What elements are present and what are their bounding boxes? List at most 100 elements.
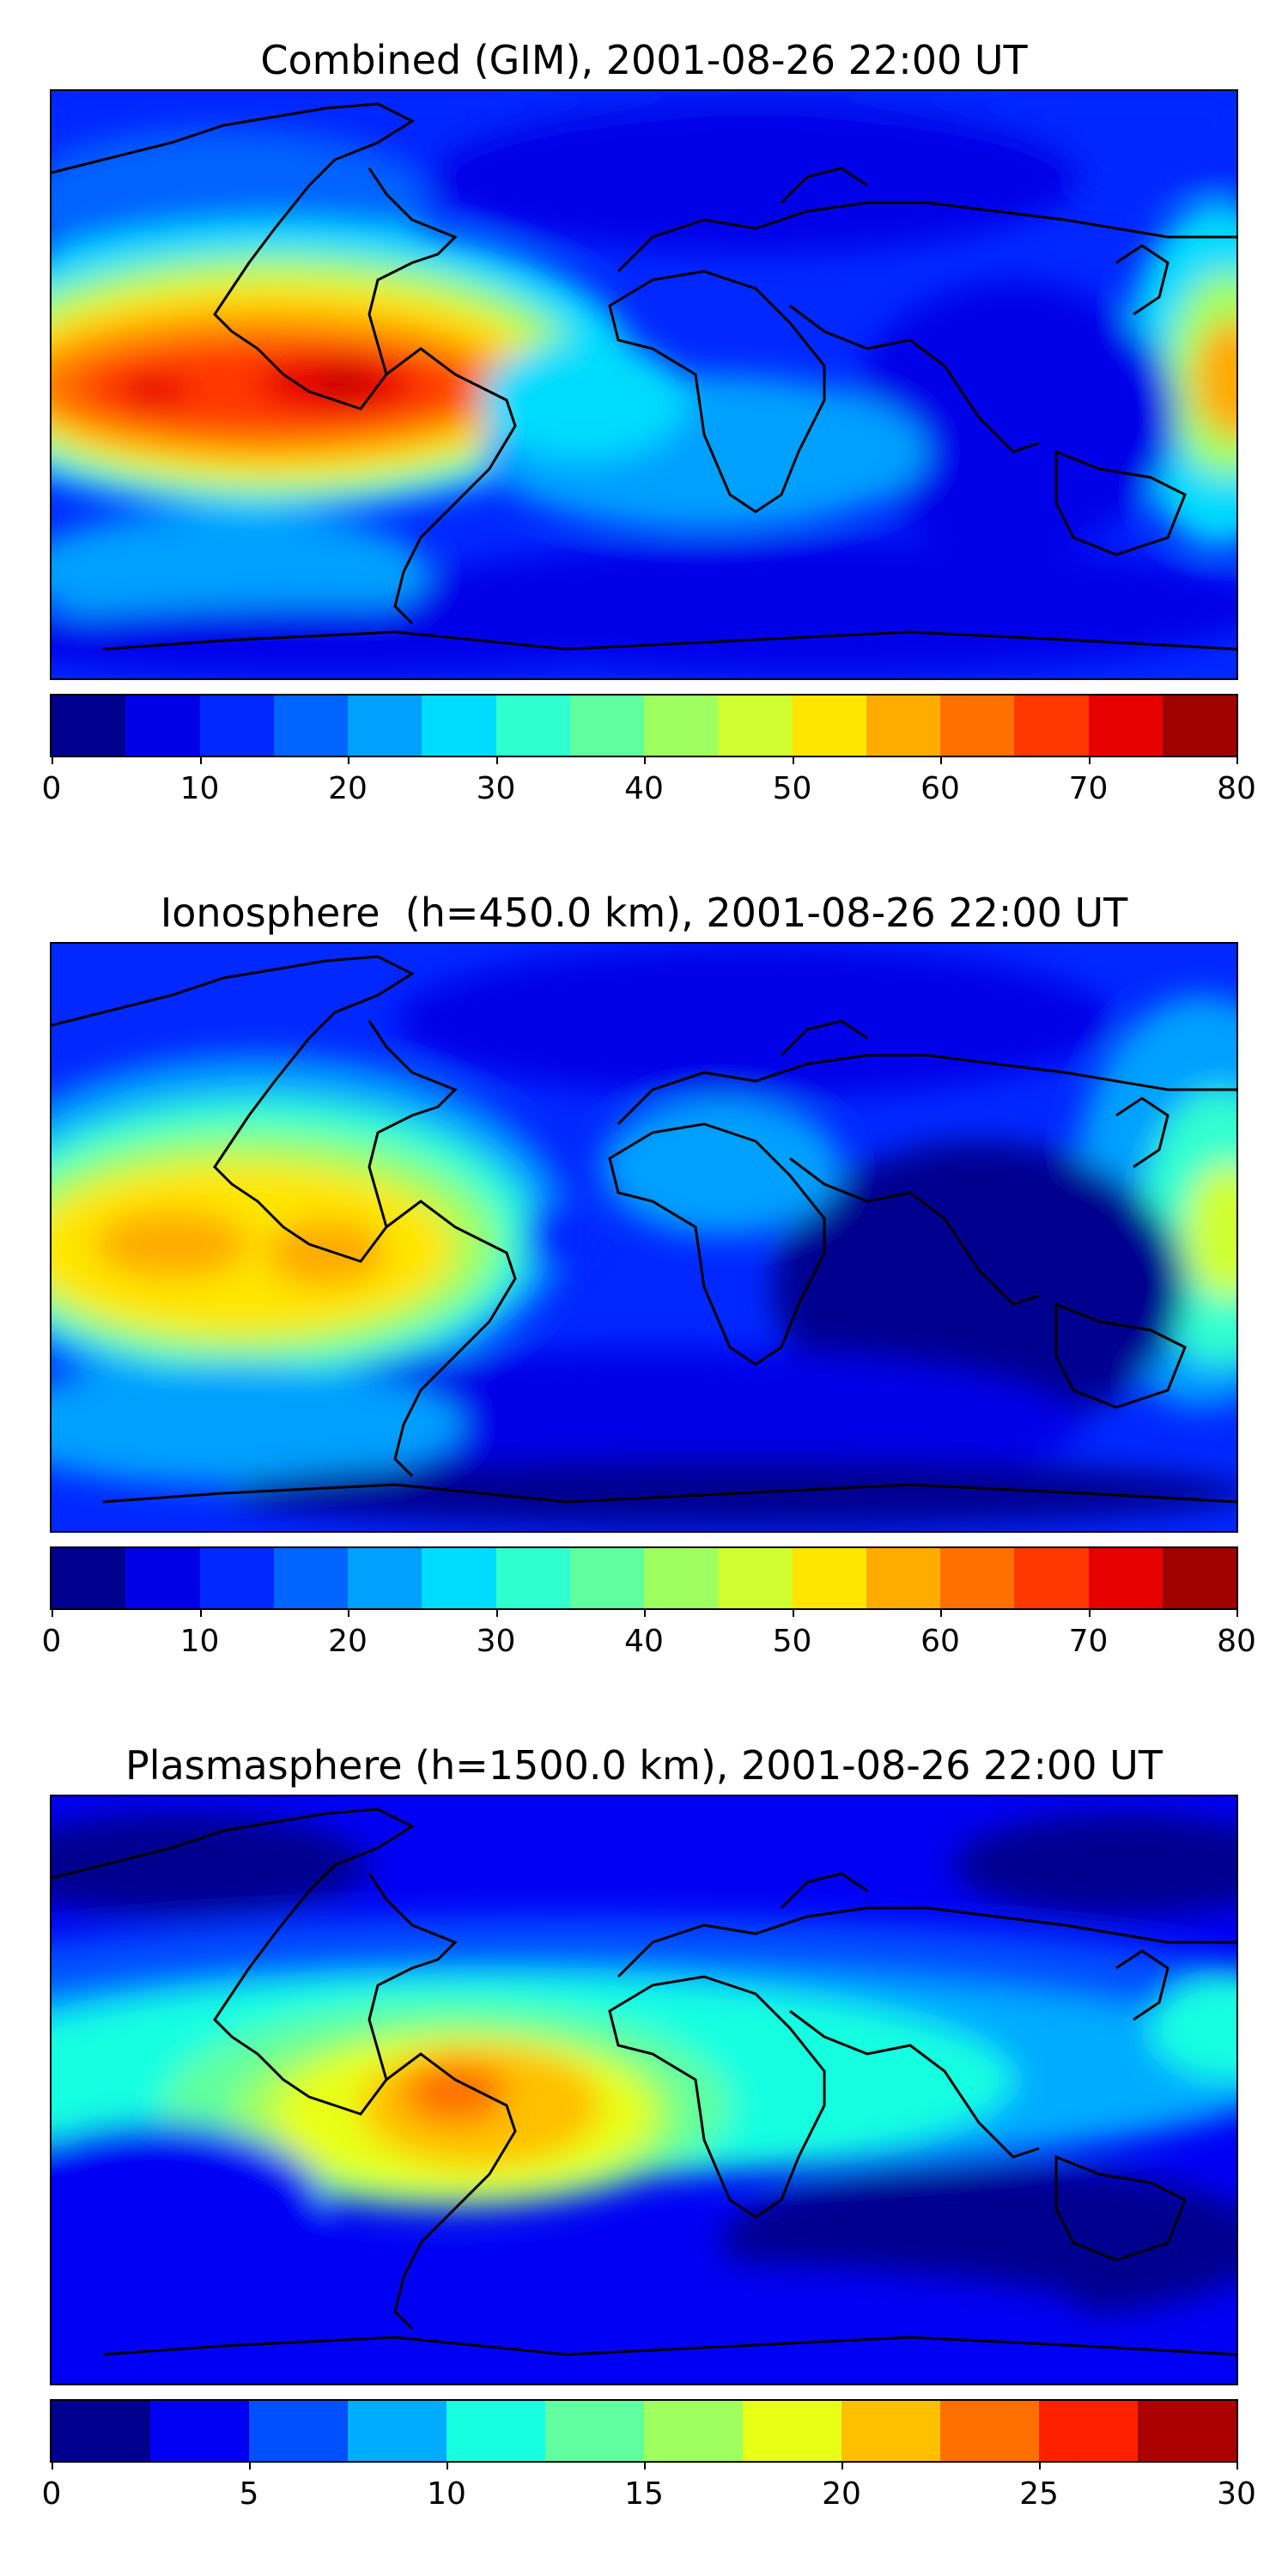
coastlines <box>52 1807 1236 2356</box>
colorbar-segment <box>866 696 940 756</box>
tick-label: 15 <box>624 2476 664 2512</box>
tick-mark <box>52 2461 53 2470</box>
colorbar-segment <box>199 696 274 756</box>
colorbar <box>50 694 1238 757</box>
tick-label: 40 <box>624 1624 664 1659</box>
map-svg <box>52 91 1236 678</box>
colorbar-segment <box>273 1548 348 1608</box>
colorbar-segment <box>422 696 496 756</box>
colorbar-segment <box>52 1548 126 1608</box>
tick-label: 50 <box>772 771 812 806</box>
colorbar-segment <box>940 696 1015 756</box>
colorbar-segment <box>1088 1548 1163 1608</box>
colorbar-segment <box>348 696 422 756</box>
colorbar-segment <box>1162 1548 1236 1608</box>
tick-label: 0 <box>41 771 62 806</box>
tick-mark <box>644 756 646 764</box>
colorbar-segment <box>348 2401 447 2461</box>
tick-mark <box>1088 1608 1091 1617</box>
tick-mark <box>1236 1608 1238 1617</box>
colorbar <box>50 2399 1238 2463</box>
tick-mark <box>1088 756 1091 764</box>
colorbar-segment <box>940 1548 1015 1608</box>
colorbar-segment <box>743 2401 841 2461</box>
colorbar-ticks: 0 10 20 30 40 50 60 70 80 <box>42 756 1256 807</box>
tick-mark <box>249 2461 251 2470</box>
colorbar-segment <box>569 696 644 756</box>
tick-mark <box>495 1608 498 1617</box>
tick-mark <box>52 1608 53 1617</box>
tick-label: 50 <box>772 1624 812 1659</box>
tick-mark <box>1236 756 1238 764</box>
tick-mark <box>940 1608 942 1617</box>
colorbar-segment <box>792 696 866 756</box>
colorbar-segment <box>348 1548 422 1608</box>
colorbar <box>50 1546 1238 1610</box>
tick-mark <box>644 2461 646 2470</box>
panel-title: Plasmasphere (h=1500.0 km), 2001-08-26 2… <box>125 1742 1163 1789</box>
colorbar-segment <box>569 1548 644 1608</box>
tick-label: 5 <box>239 2476 259 2512</box>
tick-label: 70 <box>1068 771 1109 806</box>
tick-label: 20 <box>328 771 368 806</box>
tick-label: 10 <box>427 2476 466 2512</box>
coastlines <box>52 955 1236 1504</box>
colorbar-segment <box>1088 696 1163 756</box>
colorbar-segment <box>199 1548 274 1608</box>
colorbar-segment <box>792 1548 866 1608</box>
colorbar-segment <box>1014 1548 1089 1608</box>
tick-label: 80 <box>1217 1624 1256 1659</box>
tick-label: 30 <box>476 771 516 806</box>
colorbar-segment <box>644 1548 719 1608</box>
colorbar-ticks: 0 10 20 30 40 50 60 70 80 <box>42 1608 1256 1660</box>
tick-mark <box>792 1608 794 1617</box>
tick-label: 20 <box>822 2476 861 2512</box>
colorbar-segment <box>495 696 570 756</box>
colorbar-segment <box>1138 2401 1236 2461</box>
colorbar-segment <box>495 1548 570 1608</box>
tick-label: 10 <box>179 1624 220 1659</box>
colorbar-segment <box>249 2401 348 2461</box>
tick-mark <box>348 1608 349 1617</box>
colorbar-segment <box>644 2401 743 2461</box>
tick-label: 0 <box>41 1624 62 1659</box>
panel-title: Combined (GIM), 2001-08-26 22:00 UT <box>260 37 1028 83</box>
colorbar-segment <box>422 1548 496 1608</box>
tick-label: 10 <box>179 771 220 806</box>
colorbar-segment <box>125 1548 200 1608</box>
colorbar-segment <box>273 696 348 756</box>
colorbar-ticks: 0 5 10 15 20 25 30 <box>42 2461 1256 2512</box>
colorbar-segment <box>1014 696 1089 756</box>
tick-label: 20 <box>328 1624 368 1659</box>
colorbar-segment <box>125 696 200 756</box>
tick-mark <box>841 2461 843 2470</box>
tick-label: 25 <box>1019 2476 1059 2512</box>
tick-mark <box>348 756 349 764</box>
colorbar-segment <box>718 1548 793 1608</box>
colorbar-segment <box>52 696 126 756</box>
tick-mark <box>940 756 942 764</box>
map-svg <box>52 944 1236 1531</box>
tick-label: 70 <box>1068 1624 1109 1659</box>
tick-mark <box>199 756 202 764</box>
tick-mark <box>446 2461 448 2470</box>
tick-label: 30 <box>476 1624 516 1659</box>
map-svg <box>52 1796 1236 2384</box>
colorbar-segment <box>150 2401 249 2461</box>
tick-label: 0 <box>41 2476 62 2512</box>
tick-label: 40 <box>624 771 664 806</box>
tick-mark <box>792 756 794 764</box>
tick-label: 30 <box>1217 2476 1256 2512</box>
colorbar-segment <box>718 696 793 756</box>
map-plasmasphere <box>50 1795 1238 2385</box>
tick-mark <box>1038 2461 1041 2470</box>
colorbar-segment <box>841 2401 940 2461</box>
colorbar-segment <box>1039 2401 1138 2461</box>
tick-mark <box>52 756 53 764</box>
tick-mark <box>1236 2461 1238 2470</box>
colorbar-segment <box>545 2401 644 2461</box>
tick-mark <box>644 1608 646 1617</box>
tick-mark <box>495 756 498 764</box>
tick-mark <box>199 1608 202 1617</box>
colorbar-segment <box>940 2401 1039 2461</box>
